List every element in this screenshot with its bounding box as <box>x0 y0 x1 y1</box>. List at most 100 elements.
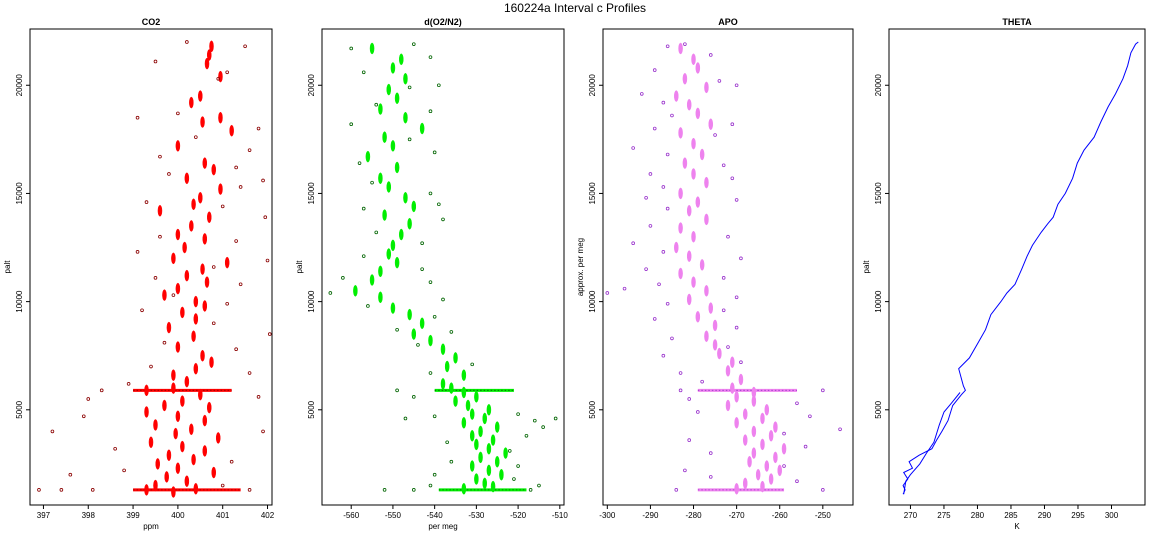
panel-1-point <box>164 471 169 483</box>
panel-2-point <box>419 122 425 135</box>
panel-1-point <box>158 234 162 239</box>
panel-4-ytick-label: 5000 <box>874 400 883 418</box>
panel-3-point <box>712 339 718 351</box>
panel-1-point <box>122 468 126 473</box>
panel-1-point <box>135 115 140 120</box>
panel-1-point <box>184 375 190 388</box>
panel-2-point <box>411 488 416 492</box>
panel-3-point <box>661 185 666 189</box>
panel-3-point <box>742 434 748 446</box>
panel-3-point <box>699 259 705 271</box>
panel-1-point <box>50 429 55 434</box>
panel-1-point <box>153 59 158 64</box>
panel-1-xtick-label: 397 <box>37 511 51 520</box>
panels: CO2 397 398 399 400 401 402 5000 10000 15000 20000… <box>3 17 1146 531</box>
panel-1-point <box>144 406 149 418</box>
panel-3-xtick-label: -290 <box>642 511 659 520</box>
panel-1-ytick-label: 5000 <box>15 400 24 418</box>
panel-2-point <box>390 302 396 314</box>
panel-3-point <box>700 379 704 384</box>
panel-3-point <box>730 122 735 126</box>
panel-1-point <box>90 488 95 492</box>
panel-2-point <box>490 434 496 446</box>
panel-1-point <box>200 263 205 275</box>
panel-3-point <box>768 430 774 442</box>
panel-1-ylabel: palt <box>3 260 12 274</box>
panel-2-xtick-label: -560 <box>343 511 360 520</box>
panel-2-point <box>516 464 520 468</box>
panel-3-point <box>725 365 731 377</box>
panel-3-point <box>678 187 683 200</box>
panel-1-point <box>144 200 149 204</box>
panel-1-point <box>86 397 91 401</box>
panel-3-point <box>730 176 735 181</box>
panel-1-point <box>184 269 190 282</box>
panel-2-point <box>399 53 404 66</box>
panel-3-point <box>639 92 644 96</box>
panel-2-point <box>437 83 441 88</box>
panel-2-point <box>494 421 500 433</box>
panel-3-point <box>747 455 752 468</box>
panel-1-xtick-label: 400 <box>171 511 185 520</box>
panel-2-point <box>353 285 358 297</box>
panel-2-point <box>366 304 370 308</box>
panel-3-point <box>678 388 683 393</box>
panel-1-ytick-label: 15000 <box>15 182 24 205</box>
panel-3-point <box>734 325 739 330</box>
panel-2-point <box>541 425 545 429</box>
panel-1-point <box>171 252 176 265</box>
panel-2-point <box>494 455 500 468</box>
panel-3-point <box>734 198 739 202</box>
panel-1-point <box>171 486 176 498</box>
panel-1-point <box>185 40 189 44</box>
panel-2-point <box>482 412 487 425</box>
panel-1-point <box>218 183 223 195</box>
panel-3-point <box>821 488 825 492</box>
panel-1-point <box>238 185 243 189</box>
panel-3-point <box>665 206 670 211</box>
panel-2-point <box>524 433 529 438</box>
panel-2-point <box>403 73 408 85</box>
panel-2-point <box>369 274 375 286</box>
panel-4-xtick-label: 285 <box>1004 511 1018 520</box>
panel-2-point <box>461 483 467 495</box>
panel-1-point <box>193 362 199 375</box>
panel-2-point <box>482 477 487 490</box>
panel-2-ytick-label: 5000 <box>307 400 316 418</box>
panel-3-point <box>652 126 657 131</box>
panel-3-point <box>734 417 739 429</box>
panel-3-point <box>691 53 696 66</box>
panel-4-xlabel: K <box>1014 522 1020 531</box>
panel-1-point <box>193 313 199 325</box>
panel-3-point <box>725 399 731 412</box>
panel-1-point <box>175 341 181 353</box>
panel-1-point <box>180 395 185 407</box>
panel-2-xtick-label: -520 <box>510 511 527 520</box>
panel-2-point <box>395 388 399 393</box>
panel-1-point <box>202 414 208 427</box>
panel-2-point <box>428 109 433 114</box>
panel-4-xtick-label: 295 <box>1071 511 1085 520</box>
panel-1-xtick-label: 398 <box>82 511 96 520</box>
panel-2-xtick-label: -540 <box>427 511 444 520</box>
panel-1-point <box>166 321 172 334</box>
panel-1-point <box>162 340 167 345</box>
panel-3-point <box>674 241 679 254</box>
panel-1-point <box>261 178 265 183</box>
panel-2-point <box>516 412 520 416</box>
panel-1-point <box>218 70 223 83</box>
panel-3-point <box>665 301 670 306</box>
panel-2-point <box>453 395 458 407</box>
panel-1-point <box>176 111 180 116</box>
panel-2-point <box>474 473 479 485</box>
panel-3-point <box>708 53 713 57</box>
panel-4-ylabel: palt <box>862 260 871 274</box>
panel-1-point <box>211 321 216 326</box>
panel-3-point <box>687 438 692 442</box>
panel-1-point <box>220 204 225 209</box>
panel-2-point <box>428 334 433 347</box>
panel-1-point <box>175 462 181 474</box>
panel-2-point <box>407 308 412 321</box>
panel-3-point <box>678 42 683 55</box>
panel-1-point <box>180 440 185 453</box>
